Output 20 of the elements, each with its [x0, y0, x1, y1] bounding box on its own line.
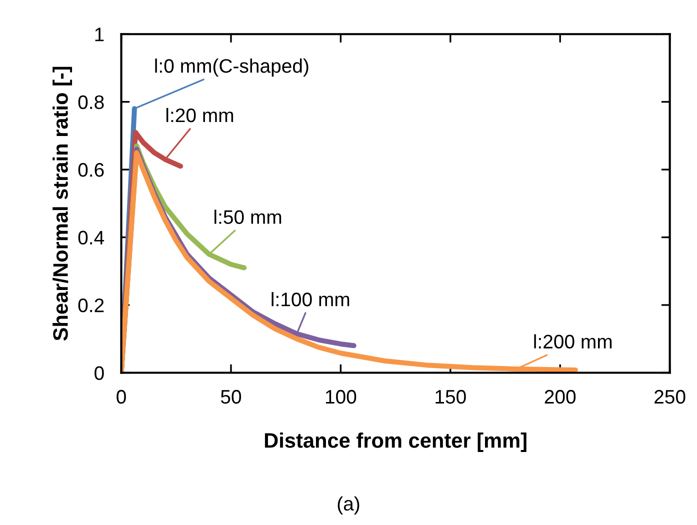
x-tick-label: 50: [220, 390, 242, 404]
x-tick-label: 200: [544, 390, 576, 404]
series-label: l:0 mm(C-shaped): [155, 58, 308, 77]
x-tick-label: 150: [436, 390, 466, 404]
text: (a): [338, 496, 360, 514]
y-tick-label: 0.2: [78, 298, 104, 312]
series-label: l:100 mm: [272, 292, 350, 306]
y-tick-label: 1: [95, 28, 104, 42]
y-tick-label: 0: [94, 366, 104, 380]
y-tick-label: 0.6: [78, 163, 104, 177]
x-tick-label: 100: [326, 390, 356, 404]
x-tick-label: 0: [116, 390, 126, 404]
y-axis-title: Shear/Normal strain ratio [-]: [52, 66, 72, 341]
series-label: l:200 mm: [534, 334, 612, 349]
y-tick-label: 0.8: [78, 95, 104, 110]
series-label: l:50 mm: [214, 210, 282, 224]
x-axis-title: Distance from center [mm]: [264, 432, 526, 452]
series-label: l:20 mm: [166, 108, 234, 122]
x-tick-label: 250: [654, 390, 686, 404]
y-tick-label: 0.4: [78, 230, 104, 245]
